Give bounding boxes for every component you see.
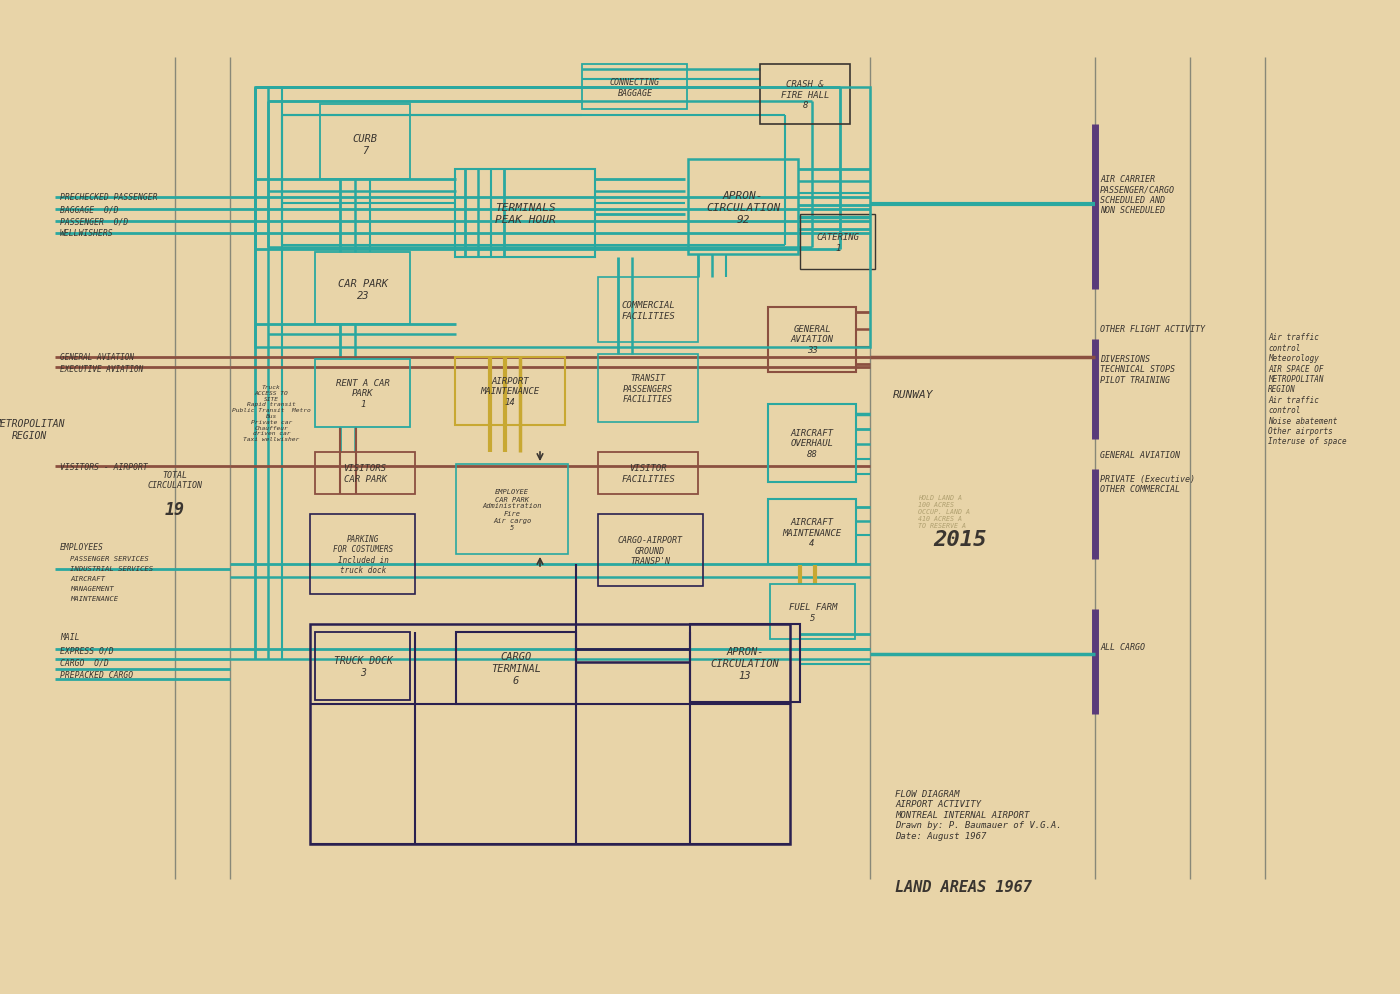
Text: PARKING
FOR COSTUMERS
Included in
truck dock: PARKING FOR COSTUMERS Included in truck … [333, 535, 393, 575]
Bar [598, 355, 699, 422]
Text: AIRCRAFT: AIRCRAFT [70, 576, 105, 581]
Bar [321, 105, 410, 180]
Bar [769, 405, 855, 482]
Text: CRASH &
FIRE HALL
8: CRASH & FIRE HALL 8 [781, 81, 829, 109]
Text: METROPOLITAN
REGION: METROPOLITAN REGION [0, 418, 66, 440]
Bar [315, 632, 410, 701]
Text: GENERAL AVIATION: GENERAL AVIATION [1100, 450, 1180, 459]
Bar [309, 515, 414, 594]
Bar [598, 452, 699, 494]
Text: 2015: 2015 [934, 530, 987, 550]
Text: AIRCRAFT
MAINTENANCE
4: AIRCRAFT MAINTENANCE 4 [783, 518, 841, 548]
Text: PASSENGER  O/D: PASSENGER O/D [60, 218, 129, 227]
Bar [690, 624, 799, 703]
Text: CURB
7: CURB 7 [353, 134, 378, 156]
Text: TERMINALS
PEAK HOUR: TERMINALS PEAK HOUR [494, 203, 556, 225]
Text: VISITORS
CAR PARK: VISITORS CAR PARK [343, 464, 386, 483]
Text: WELLWISHERS: WELLWISHERS [60, 230, 113, 239]
Bar [769, 500, 855, 565]
Text: EXECUTIVE AVIATION: EXECUTIVE AVIATION [60, 365, 143, 374]
Bar [769, 308, 855, 373]
Text: VISITOR
FACILITIES: VISITOR FACILITIES [622, 464, 675, 483]
Text: EXPRESS O/D: EXPRESS O/D [60, 646, 113, 655]
Text: PASSENGER SERVICES: PASSENGER SERVICES [70, 556, 148, 562]
Bar [315, 252, 410, 325]
Bar [598, 515, 703, 586]
Text: MANAGEMENT: MANAGEMENT [70, 585, 113, 591]
Text: Truck
ACCESS TO
SITE
Rapid transit
Public Transit  Metro
Bus
Private car
Chauffe: Truck ACCESS TO SITE Rapid transit Publi… [232, 385, 311, 441]
Text: PRECHECKED PASSENGER: PRECHECKED PASSENGER [60, 193, 158, 203]
Text: EMPLOYEE
CAR PARK
Administration
Fire
Air cargo
5: EMPLOYEE CAR PARK Administration Fire Ai… [482, 489, 542, 530]
Text: TRANSIT
PASSENGERS
FACILITIES: TRANSIT PASSENGERS FACILITIES [623, 374, 673, 404]
Text: LAND AREAS 1967: LAND AREAS 1967 [895, 879, 1032, 894]
Bar [315, 360, 410, 427]
Text: CARGO  O/D: CARGO O/D [60, 658, 109, 667]
Text: AIRPORT
MAINTENANCE
14: AIRPORT MAINTENANCE 14 [480, 377, 539, 407]
Bar [799, 215, 875, 269]
Text: MAINTENANCE: MAINTENANCE [70, 595, 118, 601]
Text: FLOW DIAGRAM
AIRPORT ACTIVITY
MONTREAL INTERNAL AIRPORT
Drawn by: P. Baumauer of: FLOW DIAGRAM AIRPORT ACTIVITY MONTREAL I… [895, 789, 1061, 840]
Text: AIR CARRIER
PASSENGER/CARGO
SCHEDULED AND
NON SCHEDULED: AIR CARRIER PASSENGER/CARGO SCHEDULED AN… [1100, 175, 1175, 215]
Text: BAGGAGE  O/D: BAGGAGE O/D [60, 206, 119, 215]
Text: CAR PARK
23: CAR PARK 23 [337, 279, 388, 300]
Text: VISITORS - AIRPORT: VISITORS - AIRPORT [60, 462, 148, 471]
Text: CONNECTING
BAGGAGE: CONNECTING BAGGAGE [610, 79, 659, 97]
Text: TRUCK DOCK
3: TRUCK DOCK 3 [333, 655, 392, 677]
Text: CARGO-AIRPORT
GROUND
TRANSP'N: CARGO-AIRPORT GROUND TRANSP'N [617, 536, 683, 566]
Text: ALL CARGO: ALL CARGO [1100, 643, 1145, 652]
Text: RUNWAY: RUNWAY [893, 390, 934, 400]
Text: HOLD LAND A
100 ACRES
OCCUP. LAND A
410 ACRES A
TO RESERVE A: HOLD LAND A 100 ACRES OCCUP. LAND A 410 … [918, 494, 970, 529]
Text: TOTAL
CIRCULATION: TOTAL CIRCULATION [147, 470, 203, 489]
Bar [455, 170, 595, 257]
Text: Air traffic
control
Meteorology
AIR SPACE OF
METROPOLITAN
REGION
Air traffic
con: Air traffic control Meteorology AIR SPAC… [1268, 333, 1347, 446]
Text: AIRCRAFT
OVERHAUL
88: AIRCRAFT OVERHAUL 88 [791, 428, 833, 458]
Text: CATERING
1: CATERING 1 [816, 233, 860, 252]
Bar [760, 65, 850, 125]
Text: APRON-
CIRCULATION
13: APRON- CIRCULATION 13 [711, 647, 780, 680]
Text: CARGO
TERMINAL
6: CARGO TERMINAL 6 [491, 652, 540, 685]
Text: MAIL: MAIL [60, 633, 80, 642]
Text: DIVERSIONS
TECHNICAL STOPS
PILOT TRAINING: DIVERSIONS TECHNICAL STOPS PILOT TRAININ… [1100, 355, 1175, 385]
Text: GENERAL
AVIATION
33: GENERAL AVIATION 33 [791, 325, 833, 355]
Bar [315, 452, 414, 494]
Text: INDUSTRIAL SERVICES: INDUSTRIAL SERVICES [70, 566, 153, 572]
Bar [598, 277, 699, 343]
Bar [582, 65, 687, 110]
Text: 19: 19 [165, 501, 185, 519]
Bar [770, 584, 855, 639]
Text: APRON-
CIRCULATION
92: APRON- CIRCULATION 92 [706, 191, 780, 225]
Bar [456, 632, 575, 705]
Text: RENT A CAR
PARK
1: RENT A CAR PARK 1 [336, 379, 389, 409]
Bar [687, 160, 798, 254]
Bar [456, 464, 568, 555]
Text: PREPACKED CARGO: PREPACKED CARGO [60, 670, 133, 679]
Bar [455, 358, 566, 425]
Text: OTHER FLIGHT ACTIVITY: OTHER FLIGHT ACTIVITY [1100, 325, 1205, 334]
Text: PRIVATE (Executive)
OTHER COMMERCIAL: PRIVATE (Executive) OTHER COMMERCIAL [1100, 474, 1196, 494]
Text: COMMERCIAL
FACILITIES: COMMERCIAL FACILITIES [622, 301, 675, 320]
Bar [255, 87, 869, 348]
Text: FUEL FARM
5: FUEL FARM 5 [788, 602, 837, 622]
Text: EMPLOYEES: EMPLOYEES [60, 543, 104, 552]
Bar [309, 624, 790, 844]
Text: GENERAL AVIATION: GENERAL AVIATION [60, 353, 134, 362]
